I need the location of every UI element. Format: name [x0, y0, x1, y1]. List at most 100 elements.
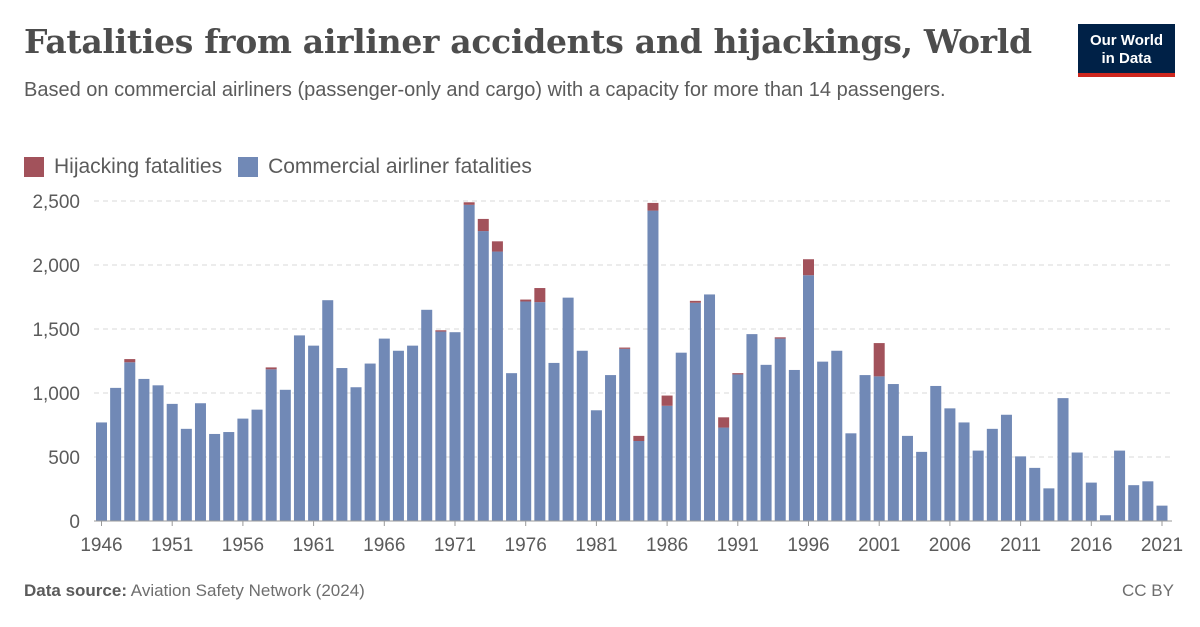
bar-commercial-1965[interactable]: [364, 363, 376, 521]
bar-commercial-1978[interactable]: [548, 362, 560, 521]
bar-hijacking-1985[interactable]: [647, 202, 659, 211]
bar-hijacking-1970[interactable]: [435, 330, 447, 332]
bar-hijacking-1948[interactable]: [124, 359, 136, 363]
bar-commercial-2003[interactable]: [901, 435, 913, 521]
bar-hijacking-1990[interactable]: [718, 417, 730, 428]
bar-commercial-2020[interactable]: [1142, 481, 1154, 521]
bar-hijacking-1976[interactable]: [520, 299, 532, 302]
bar-hijacking-1983[interactable]: [619, 347, 631, 349]
bar-commercial-1985[interactable]: [647, 210, 659, 521]
bar-hijacking-1972[interactable]: [463, 202, 475, 205]
bar-commercial-2002[interactable]: [887, 384, 899, 521]
bar-commercial-1962[interactable]: [322, 300, 334, 521]
bar-commercial-1957[interactable]: [251, 409, 263, 521]
bar-commercial-1979[interactable]: [562, 297, 574, 521]
bar-commercial-2014[interactable]: [1057, 398, 1069, 521]
bar-commercial-1946[interactable]: [96, 422, 107, 521]
bar-commercial-1963[interactable]: [336, 368, 348, 521]
bar-commercial-1995[interactable]: [788, 369, 800, 521]
bar-commercial-2008[interactable]: [972, 450, 984, 521]
bar-commercial-1987[interactable]: [675, 352, 687, 521]
bar-commercial-1955[interactable]: [223, 432, 235, 521]
bar-commercial-1971[interactable]: [449, 332, 461, 521]
bar-commercial-1967[interactable]: [392, 350, 404, 521]
bar-hijacking-1996[interactable]: [803, 259, 814, 276]
bar-commercial-2013[interactable]: [1043, 488, 1055, 521]
bar-commercial-2006[interactable]: [944, 408, 956, 521]
legend-item-hijacking[interactable]: Hijacking fatalities: [24, 155, 222, 179]
bar-commercial-1954[interactable]: [209, 433, 221, 521]
bar-commercial-1960[interactable]: [293, 335, 305, 521]
bar-commercial-1984[interactable]: [633, 441, 645, 521]
bar-hijacking-1984[interactable]: [633, 435, 645, 441]
bar-commercial-2007[interactable]: [958, 422, 970, 521]
data-source-text[interactable]: Aviation Safety Network (2024): [130, 581, 365, 600]
bar-commercial-1951[interactable]: [166, 403, 178, 521]
bar-commercial-1977[interactable]: [534, 302, 546, 521]
bar-commercial-2019[interactable]: [1128, 485, 1140, 521]
bar-hijacking-1994[interactable]: [774, 337, 786, 339]
bar-commercial-1993[interactable]: [760, 364, 772, 521]
bar-commercial-2009[interactable]: [986, 428, 998, 521]
bar-commercial-1969[interactable]: [421, 309, 433, 521]
bar-commercial-2005[interactable]: [930, 385, 942, 521]
bar-commercial-1949[interactable]: [138, 378, 150, 521]
bar-commercial-2015[interactable]: [1071, 452, 1083, 521]
bar-commercial-2010[interactable]: [1000, 414, 1012, 521]
owid-logo[interactable]: Our World in Data: [1078, 24, 1175, 77]
bar-commercial-1947[interactable]: [110, 387, 122, 521]
bar-hijacking-1988[interactable]: [689, 300, 701, 303]
bar-commercial-1999[interactable]: [845, 433, 857, 521]
license[interactable]: CC BY: [1122, 581, 1174, 600]
bar-commercial-1968[interactable]: [407, 345, 419, 521]
bar-commercial-1991[interactable]: [732, 374, 744, 521]
bar-commercial-1974[interactable]: [491, 251, 503, 521]
bar-commercial-2017[interactable]: [1099, 515, 1111, 521]
bar-commercial-1981[interactable]: [590, 410, 602, 521]
bar-commercial-1980[interactable]: [576, 350, 588, 521]
bar-hijacking-1991[interactable]: [732, 373, 744, 375]
bar-commercial-1973[interactable]: [477, 231, 489, 521]
bar-commercial-1966[interactable]: [378, 338, 390, 521]
bar-commercial-1989[interactable]: [704, 294, 716, 521]
bar-hijacking-1958[interactable]: [265, 367, 277, 370]
bar-hijacking-1974[interactable]: [491, 241, 503, 252]
bar-hijacking-1977[interactable]: [534, 288, 546, 303]
legend-item-commercial[interactable]: Commercial airliner fatalities: [238, 155, 532, 179]
bar-commercial-1958[interactable]: [265, 369, 277, 521]
bar-commercial-1976[interactable]: [520, 301, 532, 521]
bar-commercial-1994[interactable]: [774, 338, 786, 521]
bar-commercial-2016[interactable]: [1085, 482, 1097, 521]
bar-commercial-2021[interactable]: [1156, 505, 1168, 521]
bar-hijacking-1986[interactable]: [661, 395, 673, 406]
bar-commercial-1975[interactable]: [506, 373, 518, 521]
bar-commercial-1982[interactable]: [605, 375, 617, 521]
bar-commercial-2000[interactable]: [859, 375, 871, 521]
bar-commercial-1990[interactable]: [718, 427, 730, 521]
bar-commercial-1964[interactable]: [350, 387, 362, 521]
bar-commercial-2011[interactable]: [1015, 456, 1027, 521]
bar-commercial-1948[interactable]: [124, 362, 136, 521]
bar-commercial-2001[interactable]: [873, 376, 885, 521]
bar-commercial-1988[interactable]: [689, 302, 701, 521]
bar-commercial-1970[interactable]: [435, 331, 447, 521]
bar-commercial-1996[interactable]: [803, 275, 814, 521]
bar-commercial-1972[interactable]: [463, 204, 475, 521]
bar-commercial-1986[interactable]: [661, 405, 673, 521]
bar-hijacking-1973[interactable]: [477, 218, 489, 232]
bar-hijacking-2001[interactable]: [873, 343, 885, 377]
x-tick-label: 1966: [363, 535, 405, 556]
bar-commercial-1950[interactable]: [152, 385, 164, 521]
bar-commercial-1953[interactable]: [194, 403, 206, 521]
bar-commercial-1998[interactable]: [831, 350, 843, 521]
bar-commercial-1961[interactable]: [308, 345, 320, 521]
bar-commercial-1956[interactable]: [237, 418, 249, 521]
bar-commercial-1992[interactable]: [746, 334, 758, 521]
bar-commercial-1983[interactable]: [619, 348, 631, 521]
bar-commercial-1952[interactable]: [180, 428, 192, 521]
bar-commercial-2018[interactable]: [1114, 450, 1126, 521]
bar-commercial-1997[interactable]: [817, 361, 829, 521]
bar-commercial-1959[interactable]: [279, 389, 291, 521]
bar-commercial-2012[interactable]: [1029, 467, 1041, 521]
bar-commercial-2004[interactable]: [916, 451, 928, 521]
